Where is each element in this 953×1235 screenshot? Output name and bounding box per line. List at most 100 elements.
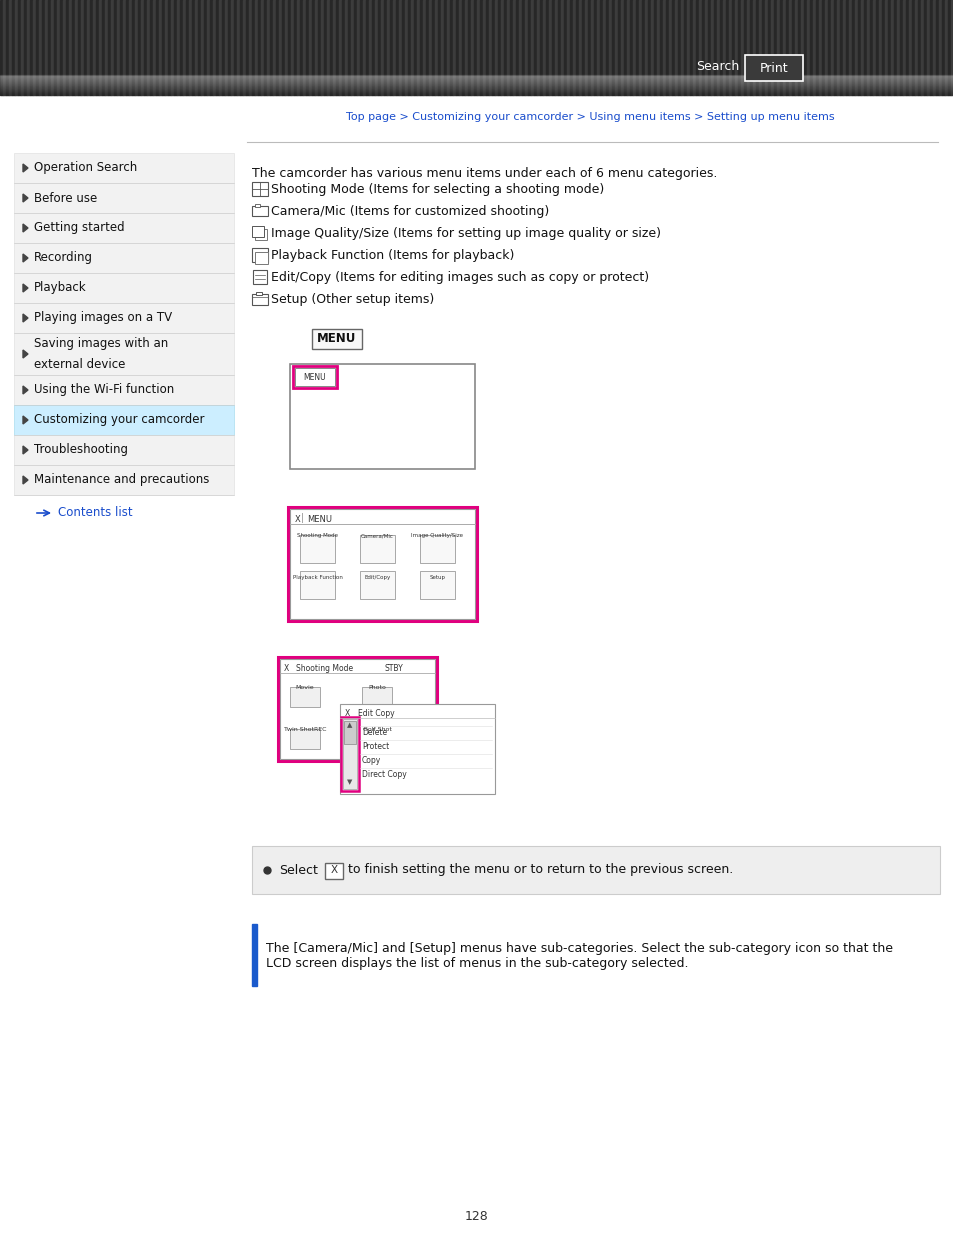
Bar: [24, 0, 27, 95]
Bar: [14, 183, 233, 212]
Text: Top page > Customizing your camcorder > Using menu items > Setting up menu items: Top page > Customizing your camcorder > …: [345, 112, 834, 122]
Text: Operation Search: Operation Search: [34, 162, 137, 174]
Bar: [198, 0, 201, 95]
Bar: [6, 0, 9, 95]
Bar: [534, 0, 537, 95]
Bar: [282, 0, 285, 95]
Bar: [929, 0, 932, 95]
Bar: [545, 0, 548, 95]
Bar: [474, 0, 476, 95]
Bar: [408, 0, 411, 95]
Bar: [911, 0, 914, 95]
Bar: [359, 571, 395, 599]
Bar: [548, 0, 552, 95]
Bar: [576, 0, 578, 95]
Bar: [902, 0, 905, 95]
Bar: [369, 0, 372, 95]
Text: Contents list: Contents list: [58, 506, 132, 520]
Bar: [303, 0, 306, 95]
Bar: [219, 0, 222, 95]
Bar: [71, 0, 75, 95]
Bar: [252, 924, 256, 986]
Text: Troubleshooting: Troubleshooting: [34, 443, 128, 457]
Polygon shape: [23, 254, 28, 262]
Bar: [797, 0, 801, 95]
Bar: [518, 0, 521, 95]
Text: Getting started: Getting started: [34, 221, 125, 235]
Bar: [156, 0, 159, 95]
Bar: [294, 0, 296, 95]
Bar: [932, 0, 935, 95]
Bar: [393, 0, 395, 95]
Bar: [896, 0, 899, 95]
Bar: [113, 0, 117, 95]
Text: Golf Shot: Golf Shot: [362, 727, 391, 732]
Bar: [135, 0, 138, 95]
Text: Edit/Copy: Edit/Copy: [364, 576, 390, 580]
Bar: [0, 0, 3, 95]
Text: ▲: ▲: [347, 722, 353, 727]
Bar: [471, 0, 474, 95]
Bar: [324, 0, 327, 95]
Polygon shape: [23, 446, 28, 454]
Bar: [419, 571, 455, 599]
Bar: [14, 435, 233, 466]
Bar: [255, 291, 262, 295]
Bar: [264, 0, 267, 95]
Bar: [213, 0, 215, 95]
Bar: [339, 704, 495, 794]
Text: MENU: MENU: [317, 332, 356, 346]
Bar: [138, 0, 141, 95]
Bar: [372, 0, 375, 95]
Bar: [788, 0, 791, 95]
Text: X: X: [284, 664, 289, 673]
Bar: [252, 248, 268, 262]
Bar: [254, 228, 267, 240]
Bar: [824, 0, 827, 95]
Bar: [597, 0, 599, 95]
Bar: [780, 0, 782, 95]
Bar: [252, 846, 939, 894]
Bar: [878, 0, 882, 95]
Bar: [3, 0, 6, 95]
Bar: [633, 0, 636, 95]
Polygon shape: [23, 164, 28, 172]
Bar: [821, 0, 824, 95]
Text: Delete: Delete: [361, 727, 387, 737]
Bar: [440, 0, 443, 95]
Bar: [183, 0, 186, 95]
Text: Copy: Copy: [361, 756, 381, 764]
Bar: [252, 294, 268, 305]
Bar: [325, 863, 343, 879]
Bar: [177, 0, 180, 95]
Bar: [941, 0, 944, 95]
Bar: [252, 226, 264, 237]
Bar: [359, 535, 395, 563]
Bar: [159, 0, 162, 95]
Bar: [299, 0, 303, 95]
Bar: [309, 0, 312, 95]
Bar: [312, 329, 361, 350]
Bar: [293, 366, 336, 388]
Bar: [275, 0, 278, 95]
Bar: [306, 0, 309, 95]
Bar: [590, 0, 594, 95]
Bar: [277, 657, 436, 761]
Bar: [123, 0, 126, 95]
Bar: [54, 0, 57, 95]
Bar: [84, 0, 87, 95]
Bar: [111, 0, 113, 95]
Bar: [384, 0, 387, 95]
Bar: [785, 0, 788, 95]
Text: Image Quality/Size (Items for setting up image quality or size): Image Quality/Size (Items for setting up…: [271, 226, 660, 240]
Bar: [180, 0, 183, 95]
Bar: [725, 0, 728, 95]
Bar: [240, 0, 243, 95]
Bar: [678, 0, 680, 95]
Bar: [513, 0, 516, 95]
Bar: [830, 0, 833, 95]
Bar: [340, 718, 358, 790]
Bar: [527, 0, 531, 95]
Bar: [419, 535, 455, 563]
Bar: [14, 405, 233, 435]
